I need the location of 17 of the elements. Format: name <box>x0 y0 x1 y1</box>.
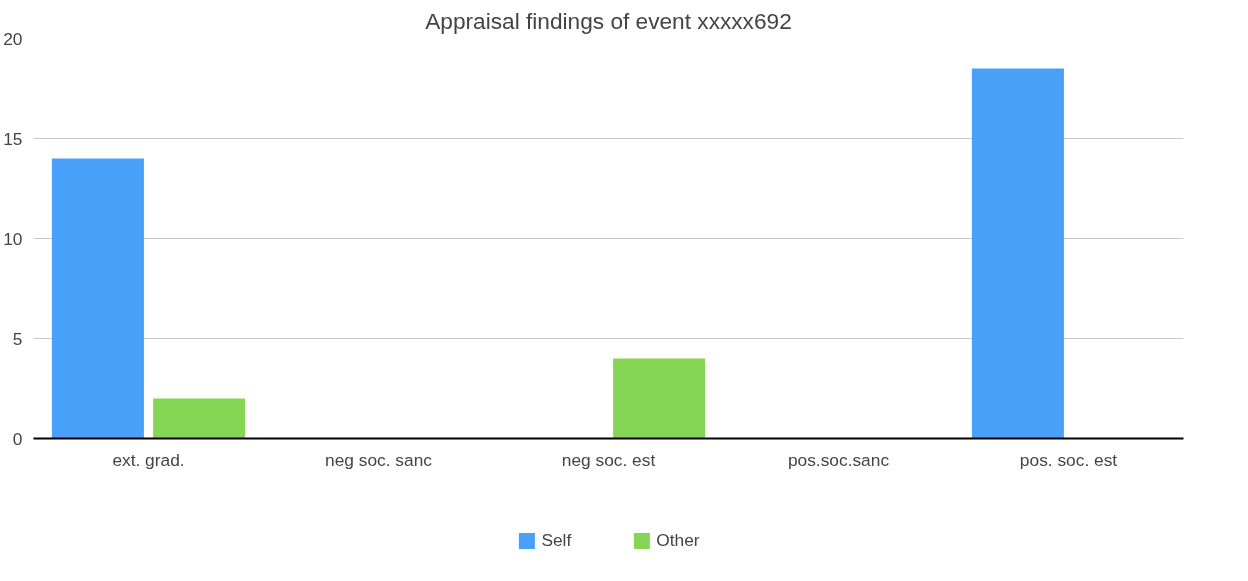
x-tick-label: ext. grad. <box>112 449 185 470</box>
y-tick-label: 0 <box>12 428 23 449</box>
legend-label: Other <box>656 529 700 551</box>
x-tick-label: neg soc. sanc <box>325 449 433 470</box>
chart-title: Appraisal findings of event xxxxx692 <box>425 7 792 34</box>
bar <box>153 398 246 439</box>
y-tick-label: 10 <box>3 228 23 249</box>
y-tick-label: 20 <box>3 28 23 49</box>
y-tick-label: 5 <box>12 328 23 349</box>
x-tick-label: pos. soc. est <box>1019 449 1118 470</box>
bar <box>971 68 1064 439</box>
y-tick-label: 15 <box>3 128 23 149</box>
bar <box>51 158 144 439</box>
x-tick-label: pos.soc.sanc <box>787 449 890 470</box>
bar <box>613 358 706 439</box>
legend-label: Self <box>541 529 572 551</box>
x-tick-label: neg soc. est <box>561 449 656 470</box>
